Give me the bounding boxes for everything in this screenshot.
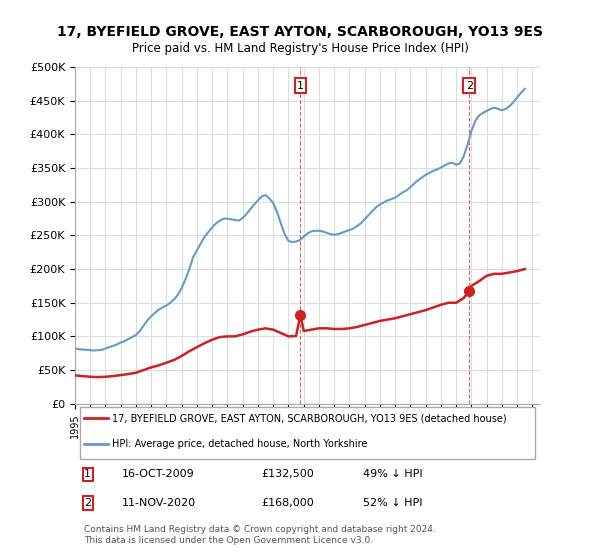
Text: 2: 2 [466, 81, 473, 91]
Text: 11-NOV-2020: 11-NOV-2020 [121, 498, 196, 508]
Text: Price paid vs. HM Land Registry's House Price Index (HPI): Price paid vs. HM Land Registry's House … [131, 42, 469, 55]
Text: 1: 1 [297, 81, 304, 91]
Text: 17, BYEFIELD GROVE, EAST AYTON, SCARBOROUGH, YO13 9ES: 17, BYEFIELD GROVE, EAST AYTON, SCARBORO… [57, 25, 543, 39]
Text: 2: 2 [84, 498, 91, 508]
Text: 17, BYEFIELD GROVE, EAST AYTON, SCARBOROUGH, YO13 9ES (detached house): 17, BYEFIELD GROVE, EAST AYTON, SCARBORO… [112, 413, 507, 423]
Text: £132,500: £132,500 [261, 469, 314, 479]
Text: 1: 1 [84, 469, 91, 479]
Text: 49% ↓ HPI: 49% ↓ HPI [364, 469, 423, 479]
Text: 52% ↓ HPI: 52% ↓ HPI [364, 498, 423, 508]
FancyBboxPatch shape [80, 407, 535, 459]
Text: 16-OCT-2009: 16-OCT-2009 [121, 469, 194, 479]
Text: HPI: Average price, detached house, North Yorkshire: HPI: Average price, detached house, Nort… [112, 439, 368, 449]
Text: £168,000: £168,000 [261, 498, 314, 508]
Text: Contains HM Land Registry data © Crown copyright and database right 2024.
This d: Contains HM Land Registry data © Crown c… [84, 525, 436, 545]
